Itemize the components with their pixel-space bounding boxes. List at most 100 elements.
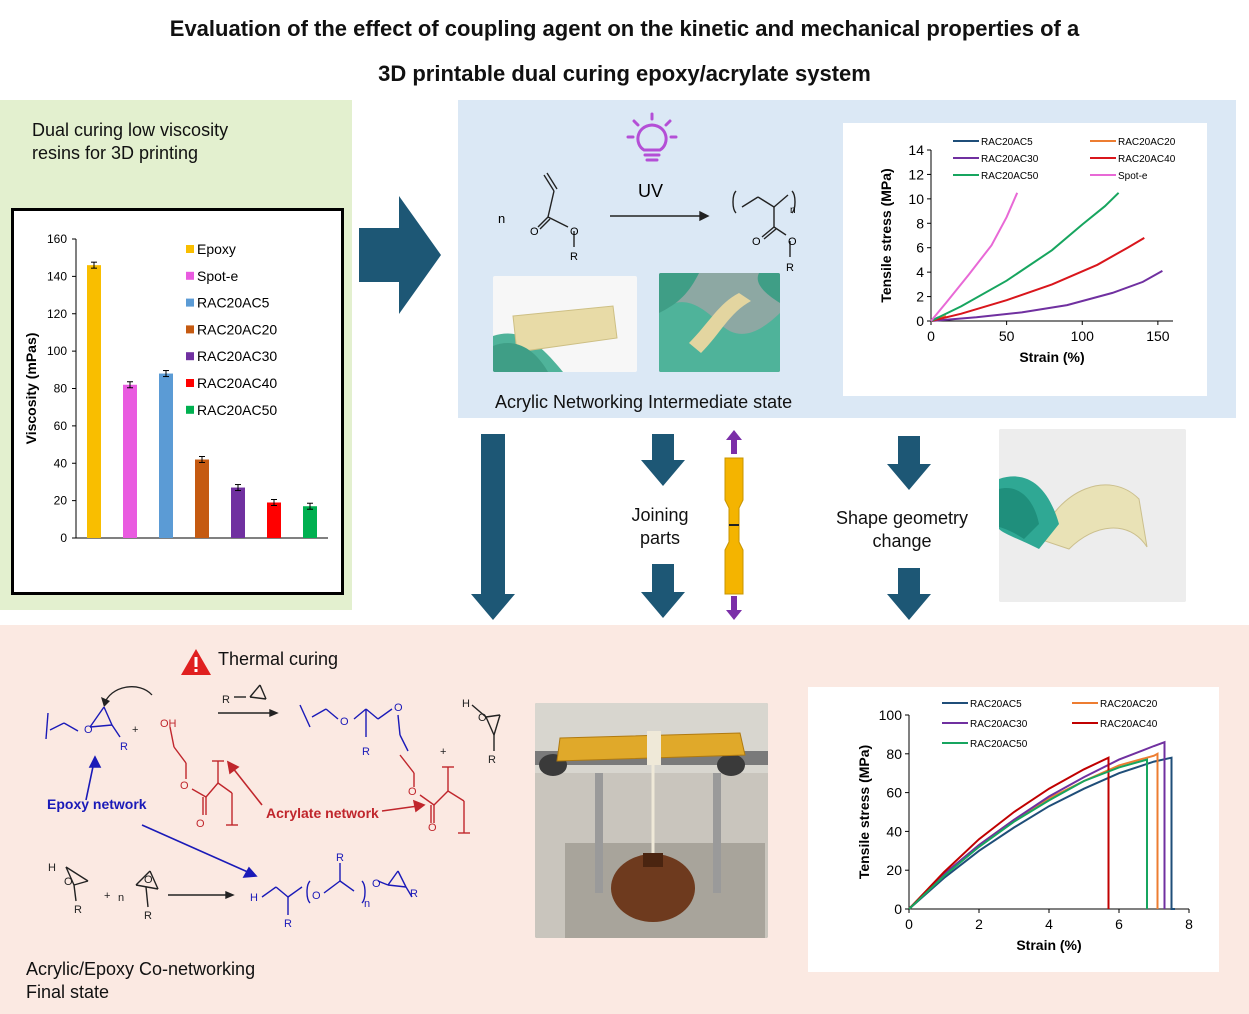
y-tick-label: 160 [47,232,67,246]
legend-swatch [186,379,194,387]
warning-triangle-icon [181,649,211,675]
plus-sign-1: + [132,724,138,736]
legend-label: RAC20AC5 [970,699,1022,710]
bottom-epoxide-o: O [144,874,153,886]
joining-down-arrow-icon [641,434,685,486]
chain-n-label: n [364,898,370,910]
series-line [908,740,1166,910]
figure-title-line2: 3D printable dual curing epoxy/acrylate … [378,61,871,86]
y-axis-label: Tensile stress (MPa) [878,168,894,302]
y-tick-label: 60 [54,419,68,433]
thermal-curing-label: Thermal curing [218,649,339,669]
legend-label: RAC20AC50 [197,402,277,418]
photo-load-test [535,703,768,938]
x-tick-label: 8 [1185,916,1193,932]
x-tick-label: 0 [927,328,935,344]
joining-label-line1: Joining [631,505,689,525]
tensile-chart-top-frame: 0 2 4 6 8 10 12 14 0 50 100 150 Strain (%) Tensile st… [843,123,1207,396]
y-axis-label: Viscosity (mPas) [23,333,39,445]
x-tick-label: 6 [1115,916,1123,932]
series-line [908,756,1175,910]
x-tick-label: 50 [999,328,1015,344]
y-axis-label: Tensile stress (MPa) [856,745,872,879]
bar [267,502,281,538]
y-tick-label: 0 [60,531,67,545]
chain-o-label: O [312,890,321,902]
joining-down-arrow2-icon [641,564,685,618]
thermal-curing-scheme: O R + OH O O R O R O O O + H O R H O R +… [45,684,501,930]
chain-r-label: R [284,918,292,930]
epoxy-o-label: O [84,724,93,736]
acrylate-network-label: Acrylate network [266,805,379,821]
tensile-chart-bottom-frame: 0 20 40 60 80 100 0 2 4 6 8 Strain (%) Tensile stres… [808,687,1219,972]
viscosity-bar-chart: 0 20 40 60 80 100 120 140 160 Viscosity (mPas) Epo… [23,232,328,545]
y-tick-label: 8 [916,215,924,231]
x-tick-label: 150 [1146,328,1170,344]
legend-label: RAC20AC40 [1118,154,1176,165]
product-acrylate-o: O [408,786,417,798]
oxonium-o-label: O [478,712,487,724]
legend-label: RAC20AC30 [981,154,1039,165]
bar [123,384,137,538]
carbonyl-o-label: O [530,226,539,238]
photo-curved-strip [999,429,1186,602]
joining-label-line2: parts [639,528,681,548]
tensile-chart-intermediate: 0 2 4 6 8 10 12 14 0 50 100 150 Strain (%) Tensile st… [878,137,1176,365]
final-state-line2: Final state [26,982,110,1002]
right-arrow-icon [359,196,441,314]
epoxy-network-label: Epoxy network [47,796,147,812]
shape-label-line1: Shape geometry [835,508,969,528]
legend-label: RAC20AC30 [970,719,1028,730]
figure-title-line1: Evaluation of the effect of coupling age… [169,16,1080,41]
legend-label: RAC20AC5 [197,295,270,311]
polymer-n-label: n [790,205,796,216]
y-tick-label: 0 [916,313,924,329]
uv-polymerization-scheme: n O O R UV n O O R [498,172,797,274]
bottom-epoxide-r: R [144,910,152,922]
legend-swatch [186,405,194,414]
bar [159,373,173,538]
monomer-n-label: n [498,211,505,226]
series-line [908,752,1159,910]
tensile-chart-final: 0 20 40 60 80 100 0 2 4 6 8 Strain (%) Tensile stres… [856,699,1193,953]
light-bulb-icon [626,112,678,162]
dogbone-specimen-icon [724,430,744,620]
legend-label: RAC20AC40 [197,375,277,391]
y-tick-label: 60 [886,785,902,801]
viscosity-chart-frame: 0 20 40 60 80 100 120 140 160 Viscosity (mPas) Epo… [11,208,344,595]
bar [303,506,317,538]
shape-label-line2: change [872,531,932,551]
hydroxyl-oh-label: OH [160,718,177,730]
reagent-r-label: R [222,694,230,706]
shape-down-arrow-icon [887,436,931,490]
y-tick-label: 140 [47,269,67,283]
chain-h-label: H [250,892,258,904]
x-tick-label: 100 [1071,328,1095,344]
y-tick-label: 120 [47,307,67,321]
green-caption-line2: resins for 3D printing [32,143,199,163]
oxonium-h-label: H [462,698,470,710]
y-tick-label: 0 [894,901,902,917]
y-tick-label: 20 [54,494,68,508]
epoxy-r-label: R [120,741,128,753]
final-state-line1: Acrylic/Epoxy Co-networking [26,959,256,979]
legend-swatch [186,298,194,307]
plus-sign-3: + [104,890,110,902]
bottom-n-label: n [118,892,124,904]
y-tick-label: 20 [886,862,902,878]
bottom-r-label: R [74,904,82,916]
shape-down-arrow2-icon [887,568,931,620]
y-tick-label: 14 [908,142,924,158]
acrylate-carbonyl-o: O [196,818,205,830]
plus-sign-2: + [440,746,446,758]
monomer-r-label: R [570,251,578,263]
green-caption-line1: Dual curing low viscosity [32,120,229,140]
legend-swatch [186,352,194,361]
long-down-arrow-icon [471,434,515,620]
y-tick-label: 4 [916,264,924,280]
chain-r3-label: R [410,888,418,900]
uv-label: UV [638,181,663,201]
y-tick-label: 2 [916,289,924,305]
legend-label: Spot-e [197,268,238,284]
y-tick-label: 40 [54,456,68,470]
